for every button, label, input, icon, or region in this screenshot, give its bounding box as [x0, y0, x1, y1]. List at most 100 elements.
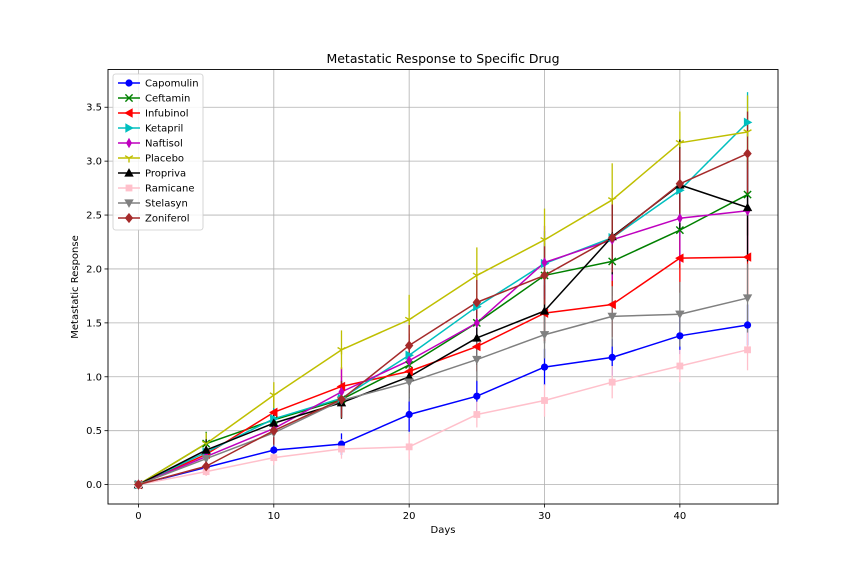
data-point-placebo [337, 346, 346, 355]
data-point-capomulin [405, 410, 413, 419]
data-point-infubinol [742, 252, 752, 262]
data-point-ramicane [270, 454, 278, 462]
y-tick-label: 3.5 [86, 103, 102, 114]
series-line-ramicane [138, 349, 748, 486]
data-point-capomulin [540, 363, 549, 371]
data-point-capomulin [676, 332, 684, 340]
y-tick-label: 3.0 [86, 157, 102, 168]
y-tick-label: 2.5 [86, 211, 102, 222]
data-point-propriva [472, 333, 482, 342]
x-tick-label: 0 [135, 511, 141, 522]
data-point-ceftamin [608, 257, 617, 266]
x-tick-label: 10 [267, 511, 280, 522]
data-point-zoniferol [608, 232, 617, 243]
data-point-ramicane [608, 378, 616, 386]
data-point-ramicane [338, 445, 345, 453]
data-point-propriva [742, 202, 753, 212]
data-point-zoniferol [337, 394, 346, 405]
data-point-stelasyn [404, 378, 414, 387]
legend-label-naftisol: Naftisol [145, 139, 183, 150]
data-point-naftisol [473, 317, 480, 329]
legend-marker-stelasyn [124, 199, 134, 208]
data-point-propriva [539, 306, 550, 315]
series-markers [133, 117, 753, 490]
data-point-zoniferol [675, 178, 685, 189]
data-point-naftisol [541, 257, 548, 268]
data-point-naftisol [676, 213, 683, 224]
series-line-infubinol [138, 256, 748, 486]
data-point-ramicane [744, 346, 751, 354]
legend-label-stelasyn: Stelasyn [145, 199, 188, 210]
y-axis-label: Metastatic Response [70, 235, 81, 339]
data-point-zoniferol [201, 461, 211, 472]
series-line-stelasyn [138, 297, 748, 486]
series-line-placebo [138, 131, 748, 486]
data-point-placebo [404, 316, 414, 325]
data-point-infubinol [268, 407, 278, 418]
legend-marker-naftisol [126, 137, 132, 149]
data-point-capomulin [743, 321, 752, 329]
legend-label-ketapril: Ketapril [145, 124, 183, 135]
data-point-stelasyn [472, 355, 482, 365]
series-line-naftisol [138, 209, 748, 486]
data-point-placebo [472, 272, 482, 280]
legend-label-ramicane: Ramicane [145, 184, 195, 195]
data-point-ramicane [676, 362, 684, 370]
y-tick-label: 1.0 [86, 372, 102, 383]
legend-label-ceftamin: Ceftamin [145, 94, 190, 105]
legend-marker-ceftamin [124, 93, 134, 103]
legend-marker-ramicane [125, 184, 133, 192]
y-tick-label: 2.0 [86, 264, 102, 275]
data-point-zoniferol [743, 148, 752, 159]
data-point-zoniferol [472, 297, 482, 308]
series-line-ceftamin [138, 193, 748, 486]
data-point-placebo [269, 392, 279, 400]
data-point-capomulin [608, 353, 616, 361]
data-point-ramicane [202, 468, 210, 476]
legend-marker-propriva [124, 168, 134, 177]
y-tick-label: 0.5 [86, 426, 102, 437]
data-point-propriva [201, 445, 211, 454]
legend-marker-capomulin [125, 79, 133, 87]
data-point-ceftamin [675, 226, 684, 235]
legend-marker-infubinol [124, 108, 133, 118]
data-point-stelasyn [201, 455, 211, 464]
x-tick-label: 30 [538, 511, 551, 522]
legend-marker-zoniferol [124, 212, 134, 224]
data-point-stelasyn [539, 331, 550, 340]
data-point-ramicane [541, 397, 548, 404]
series-lines [138, 121, 749, 486]
data-point-zoniferol [404, 340, 414, 351]
y-tick-label: 0.0 [86, 480, 102, 491]
x-tick-label: 20 [403, 511, 416, 522]
data-point-ketapril [743, 117, 753, 128]
data-point-placebo [540, 236, 549, 245]
data-point-capomulin [270, 446, 278, 454]
data-point-zoniferol [269, 425, 278, 436]
legend-label-zoniferol: Zoniferol [145, 214, 190, 225]
legend: Capomulin Ceftamin Infubinol Ketapril Naftis… [112, 73, 204, 231]
data-point-infubinol [675, 253, 684, 263]
data-point-placebo [743, 129, 752, 137]
x-tick-label: 40 [674, 511, 687, 522]
data-point-capomulin [473, 392, 481, 400]
data-point-zoniferol [540, 270, 549, 281]
data-point-ceftamin [743, 190, 752, 199]
legend-marker-placebo [124, 155, 134, 163]
grid [108, 69, 778, 504]
data-point-infubinol [472, 341, 481, 352]
y-tick-label: 1.5 [86, 318, 102, 329]
data-point-placebo [607, 197, 617, 205]
series-line-ketapril [138, 121, 749, 486]
series-line-capomulin [138, 324, 748, 486]
data-point-placebo [675, 139, 685, 148]
legend-label-propriva: Propriva [145, 169, 186, 180]
legend-label-placebo: Placebo [145, 154, 184, 165]
data-point-ramicane [405, 443, 413, 451]
data-point-stelasyn [607, 312, 617, 322]
plot-area-frame [107, 69, 779, 505]
data-point-zoniferol [134, 479, 143, 490]
axis-ticks: 0 10 20 30 40 0.0 0.5 1.0 1.5 2.0 2.5 3.0 3.5 [86, 103, 686, 522]
data-point-naftisol [406, 355, 413, 366]
